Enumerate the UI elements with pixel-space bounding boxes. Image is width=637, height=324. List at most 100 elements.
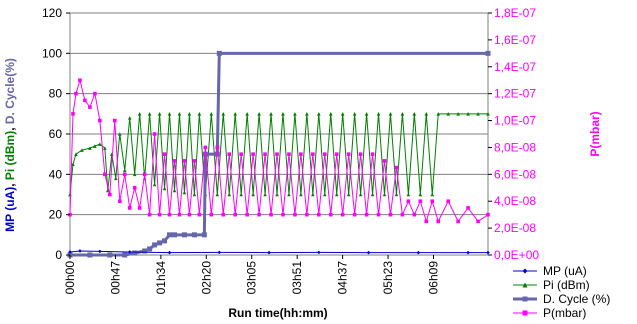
data-point xyxy=(93,144,97,148)
legend-label: MP (uA) xyxy=(543,264,587,278)
data-point xyxy=(328,112,333,116)
data-point xyxy=(157,240,163,246)
data-point xyxy=(376,112,381,116)
right-tick-label: 0,0E+00 xyxy=(494,248,539,262)
data-point xyxy=(221,212,226,217)
data-point xyxy=(167,212,172,217)
data-point xyxy=(122,172,127,177)
data-point xyxy=(83,98,87,103)
data-point xyxy=(167,232,173,238)
data-point xyxy=(152,132,157,136)
data-point xyxy=(311,192,315,197)
right-tick-label: 8,0E-08 xyxy=(494,140,536,154)
data-point xyxy=(263,192,267,197)
left-axis-title-part: , xyxy=(3,124,17,131)
data-point xyxy=(334,152,339,156)
data-point xyxy=(382,159,387,163)
data-point xyxy=(98,118,102,123)
data-point xyxy=(221,112,226,116)
data-point xyxy=(364,212,369,217)
left-tick-label: 60 xyxy=(49,127,63,141)
data-point xyxy=(466,206,470,210)
data-point xyxy=(257,212,261,217)
left-axis-title-part: MP (uA) xyxy=(3,187,17,232)
data-point xyxy=(197,112,202,116)
data-point xyxy=(486,212,490,217)
data-point xyxy=(418,192,423,197)
left-axis-title: MP (uA), Pi (dBm), D. Cycle(%) xyxy=(3,58,17,232)
data-point xyxy=(293,112,297,116)
data-point xyxy=(340,112,345,116)
data-point xyxy=(388,212,393,217)
data-point xyxy=(127,250,132,254)
legend-label: Pi (dBm) xyxy=(543,278,590,292)
right-tick-label: 1,4E-07 xyxy=(494,60,536,74)
data-point xyxy=(68,250,72,254)
data-point xyxy=(376,212,381,217)
data-point xyxy=(430,199,435,204)
data-point xyxy=(103,172,107,177)
data-point xyxy=(281,112,285,116)
data-point xyxy=(147,112,152,116)
data-point xyxy=(239,192,243,197)
data-point xyxy=(172,159,177,163)
data-point xyxy=(311,152,315,156)
data-point xyxy=(227,152,232,156)
data-point xyxy=(157,112,162,116)
data-point xyxy=(322,192,327,197)
data-point xyxy=(522,310,528,316)
series-group xyxy=(67,50,491,258)
data-point xyxy=(80,148,84,152)
right-tick-label: 1,8E-07 xyxy=(494,6,536,20)
data-point xyxy=(142,248,148,254)
left-tick-label: 80 xyxy=(49,87,63,101)
data-point xyxy=(216,50,222,56)
x-axis-title: Run time(hh:mm) xyxy=(228,306,327,320)
data-point xyxy=(370,152,375,156)
data-point xyxy=(107,252,113,258)
left-tick-label: 120 xyxy=(42,6,62,20)
right-axis-title: P(mbar) xyxy=(588,111,602,156)
data-point xyxy=(177,112,182,116)
data-point xyxy=(217,250,222,255)
right-tick-label: 2,0E-08 xyxy=(494,221,536,235)
data-point xyxy=(370,192,375,197)
data-point xyxy=(364,112,369,116)
data-point xyxy=(406,192,411,197)
data-point xyxy=(108,192,112,197)
left-tick-label: 20 xyxy=(49,208,63,222)
data-point xyxy=(251,192,255,197)
right-tick-label: 1,2E-07 xyxy=(494,87,536,101)
data-point xyxy=(162,152,167,156)
data-point xyxy=(147,212,152,217)
data-point xyxy=(352,112,357,116)
data-point xyxy=(352,212,357,217)
data-point xyxy=(181,232,187,238)
data-point xyxy=(162,186,167,191)
data-point xyxy=(281,212,285,217)
data-point xyxy=(424,112,429,116)
data-point xyxy=(233,212,238,217)
data-point xyxy=(446,112,450,116)
data-point xyxy=(191,232,197,238)
data-point xyxy=(305,212,309,217)
data-point xyxy=(103,146,107,150)
data-point xyxy=(167,112,172,116)
series-1 xyxy=(68,112,490,197)
data-point xyxy=(245,212,249,217)
data-point xyxy=(430,192,435,197)
data-point xyxy=(328,212,333,217)
data-point xyxy=(287,192,291,197)
data-point xyxy=(412,212,417,217)
data-point xyxy=(340,212,345,217)
data-point xyxy=(113,176,118,181)
data-point xyxy=(400,212,405,217)
left-axis-title-part: D. Cycle(%) xyxy=(3,58,17,124)
data-point xyxy=(418,199,423,204)
data-point xyxy=(466,250,470,255)
data-point xyxy=(182,190,187,195)
left-tick-label: 100 xyxy=(42,46,62,60)
data-point xyxy=(187,112,192,116)
data-point xyxy=(182,159,187,163)
data-point xyxy=(112,118,117,123)
